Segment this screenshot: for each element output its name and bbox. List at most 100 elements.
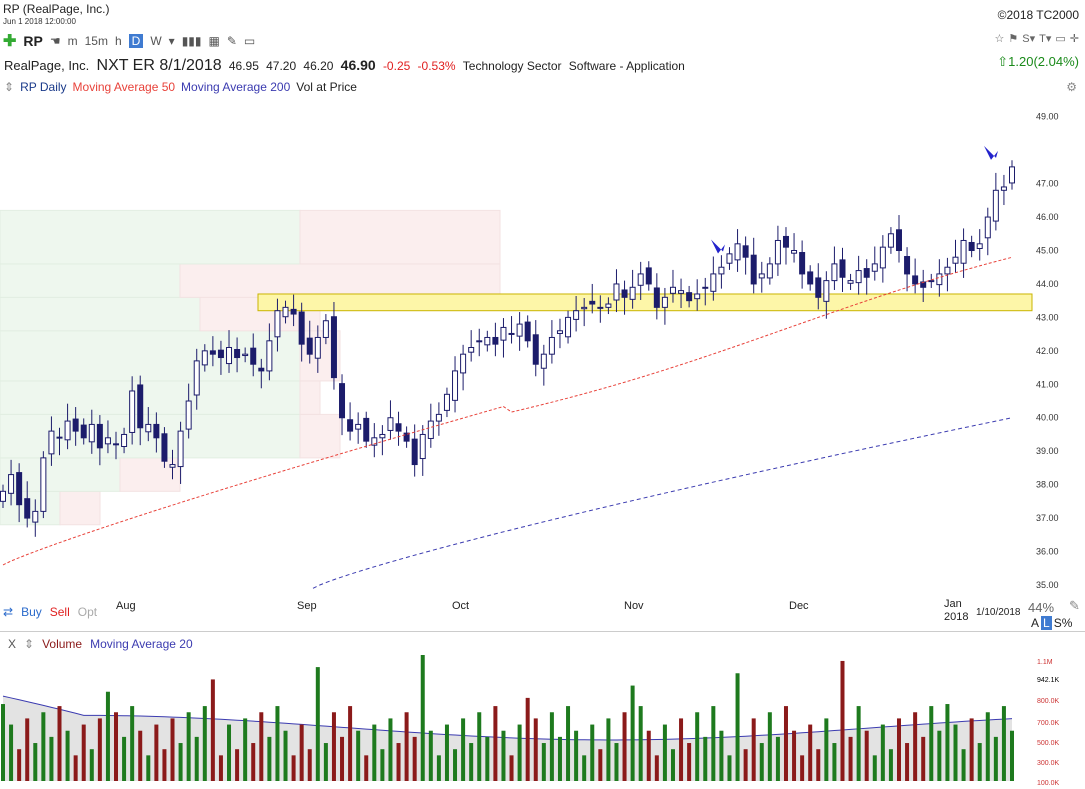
- candle-body: [815, 277, 822, 298]
- legend-symbol[interactable]: RP Daily: [20, 80, 67, 94]
- timestamp: Jun 1 2018 12:00:00: [3, 17, 76, 26]
- volume-bar: [880, 724, 885, 781]
- candle-body: [839, 259, 846, 278]
- percent-scale-toggle[interactable]: S%: [1053, 616, 1073, 630]
- candle-body: [242, 353, 249, 357]
- vap-bar-up: [0, 296, 201, 332]
- legend-ma50[interactable]: Moving Average 50: [72, 80, 176, 94]
- candle-body: [355, 423, 362, 430]
- candle-body: [847, 280, 854, 284]
- y-tick-label: 36.00: [1036, 547, 1059, 557]
- note-icon[interactable]: ▭: [243, 34, 256, 48]
- quote-change: -0.25: [382, 59, 411, 73]
- volume-bar: [727, 755, 732, 781]
- candle-body: [613, 283, 620, 301]
- window-icon[interactable]: ▭: [1055, 33, 1066, 45]
- right-change: 1.20(2.04%): [1008, 54, 1079, 69]
- trade-arrows-icon[interactable]: ⇄: [3, 605, 14, 619]
- candle-body: [145, 423, 152, 433]
- candle-body: [653, 287, 660, 308]
- volume-bar: [340, 736, 345, 781]
- legend-vol-ma20[interactable]: Moving Average 20: [90, 637, 193, 651]
- edit-icon[interactable]: ✎: [1069, 598, 1080, 613]
- candle-body: [72, 418, 79, 432]
- legend-volume[interactable]: Volume: [42, 637, 83, 651]
- t-menu-icon[interactable]: T▾: [1039, 33, 1052, 45]
- chevron-down-icon[interactable]: ▾: [168, 34, 175, 48]
- indicator-icon[interactable]: ▦: [208, 34, 220, 48]
- volume-bar: [541, 743, 546, 781]
- y-tick-label: 40.00: [1036, 413, 1059, 423]
- candle-body: [339, 383, 346, 419]
- volume-bar: [202, 706, 207, 781]
- interval-m[interactable]: m: [67, 34, 78, 48]
- trade-bar: ⇄ Buy Sell Opt: [0, 605, 97, 619]
- volume-bar: [921, 736, 926, 781]
- ticker-earnings: NXT ER 8/1/2018: [96, 57, 222, 74]
- crosshair-icon[interactable]: ✛: [1069, 33, 1079, 45]
- y-tick-label: 47.00: [1036, 179, 1059, 189]
- log-scale-toggle[interactable]: L: [1041, 616, 1052, 630]
- candle-body: [201, 350, 208, 366]
- volume-bar: [783, 706, 788, 781]
- candle-body: [443, 393, 450, 411]
- volume-bar: [122, 736, 127, 781]
- vap-bar-up: [0, 209, 301, 265]
- candle-body: [516, 323, 523, 337]
- candle-body: [565, 316, 572, 338]
- vap-bar-up: [0, 380, 301, 415]
- hand-icon[interactable]: ☚: [49, 34, 61, 48]
- quote-high: 47.20: [266, 59, 297, 73]
- candle-body: [573, 310, 580, 320]
- interval-d[interactable]: D: [128, 34, 144, 48]
- interval-w[interactable]: W: [150, 34, 162, 48]
- symbol-field[interactable]: RP: [23, 33, 43, 49]
- candle-body: [1009, 166, 1015, 184]
- quote-open: 46.95: [228, 59, 259, 73]
- auto-scale-toggle[interactable]: A: [1031, 616, 1040, 630]
- quote-change-pct: -0.53%: [417, 59, 456, 73]
- add-plus-icon[interactable]: ✚: [3, 33, 17, 50]
- bar-chart-icon[interactable]: ▮▮▮: [181, 34, 202, 48]
- candle-body: [153, 423, 160, 439]
- volume-bar: [1010, 730, 1014, 781]
- volume-bar: [73, 755, 78, 781]
- gear-icon[interactable]: ⚙: [1066, 80, 1077, 94]
- interval-15m[interactable]: 15m: [84, 34, 108, 48]
- volume-bar: [372, 724, 377, 781]
- candle-body: [387, 417, 394, 431]
- candle-body: [750, 254, 757, 285]
- candle-body: [169, 464, 176, 468]
- y-tick-label: 49.00: [1036, 112, 1059, 122]
- divider: [0, 631, 1085, 632]
- volume-bar: [566, 706, 571, 781]
- sell-button[interactable]: Sell: [49, 605, 70, 619]
- candle-body: [32, 510, 39, 523]
- candle-body: [161, 433, 168, 462]
- price-chart[interactable]: 49.00 47.00 46.00 45.00 44.00 43.00 42.00 41.00…: [0, 95, 1085, 600]
- candle-body: [468, 347, 475, 353]
- candle-body: [113, 443, 120, 446]
- volume-bar: [477, 712, 482, 781]
- vol-tick-label: 1.1M: [1037, 659, 1053, 666]
- star-icon[interactable]: ☆: [994, 33, 1005, 45]
- opt-button[interactable]: Opt: [77, 605, 98, 619]
- vap-bar-up: [0, 413, 301, 459]
- s-menu-icon[interactable]: S▾: [1022, 33, 1036, 45]
- candle-body: [540, 353, 547, 369]
- y-tick-label: 46.00: [1036, 212, 1059, 222]
- volume-bar: [767, 712, 772, 781]
- vol-tick-label: 100.0K: [1037, 780, 1060, 787]
- flag-icon[interactable]: ⚑: [1008, 33, 1019, 45]
- volume-bar: [404, 712, 409, 781]
- volume-bar: [267, 736, 272, 781]
- buy-button[interactable]: Buy: [21, 605, 42, 619]
- interval-h[interactable]: h: [114, 34, 122, 48]
- legend-vap[interactable]: Vol at Price: [296, 80, 357, 94]
- pencil-icon[interactable]: ✎: [226, 34, 237, 48]
- y-tick-label: 43.00: [1036, 312, 1059, 322]
- legend-ma200[interactable]: Moving Average 200: [181, 80, 291, 94]
- volume-bar: [436, 755, 441, 781]
- volume-bar: [808, 724, 813, 781]
- close-pane-icon[interactable]: X: [8, 637, 17, 651]
